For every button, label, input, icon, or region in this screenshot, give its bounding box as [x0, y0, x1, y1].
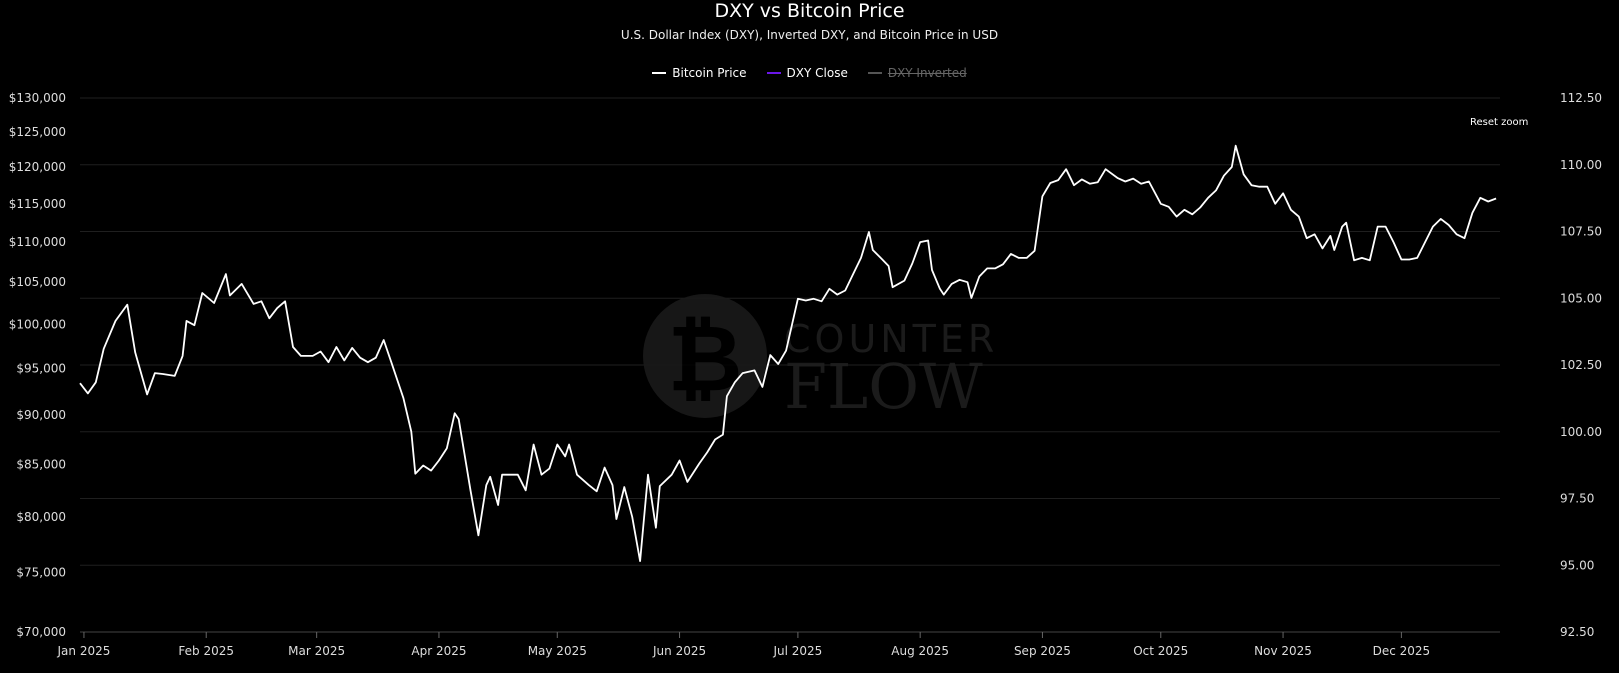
- y-right-tick-label: 97.50: [1560, 492, 1594, 506]
- legend-label: DXY Inverted: [887, 66, 967, 80]
- x-tick-label: Oct 2025: [1133, 644, 1188, 658]
- y-left-tick-label: $115,000: [9, 197, 66, 211]
- y-left-tick-label: $95,000: [16, 362, 66, 376]
- legend-label: DXY Close: [786, 66, 848, 80]
- y-right-axis: 92.50 95.00 97.50 100.00 102.50 105.00 107.50 1…: [1560, 91, 1602, 639]
- legend-swatch-dxy-close: [766, 72, 781, 74]
- counterflow-watermark: ₿ COUNTER FLOW: [643, 294, 998, 423]
- legend: Bitcoin Price DXY Close DXY Inverted: [0, 66, 1619, 80]
- y-right-tick-label: 112.50: [1560, 91, 1602, 105]
- y-right-tick-label: 95.00: [1560, 558, 1594, 572]
- legend-item-dxy-inverted[interactable]: DXY Inverted: [867, 66, 967, 80]
- y-left-tick-label: $110,000: [9, 235, 66, 249]
- y-right-tick-label: 105.00: [1560, 291, 1602, 305]
- y-left-tick-label: $125,000: [9, 125, 66, 139]
- x-tick-label: Jun 2025: [652, 644, 706, 658]
- y-left-tick-label: $85,000: [16, 458, 66, 472]
- y-left-tick-label: $130,000: [9, 91, 66, 105]
- x-tick-label: Apr 2025: [411, 644, 466, 658]
- watermark-bitcoin-logo: [643, 294, 767, 418]
- y-left-axis: $70,000 $75,000 $80,000 $85,000 $90,000 $95,0…: [9, 91, 66, 639]
- watermark-line2: FLOW: [784, 350, 983, 423]
- y-left-tick-label: $80,000: [16, 510, 66, 524]
- x-axis: Jan 2025 Feb 2025 Mar 2025 Apr 2025 May 2025…: [57, 631, 1500, 658]
- y-left-tick-label: $75,000: [16, 565, 66, 579]
- legend-label: Bitcoin Price: [672, 66, 747, 80]
- legend-item-bitcoin[interactable]: Bitcoin Price: [652, 66, 747, 80]
- watermark-line1: COUNTER: [784, 317, 998, 361]
- y-right-tick-label: 107.50: [1560, 225, 1602, 239]
- x-tick-label: Dec 2025: [1373, 644, 1431, 658]
- y-left-tick-label: $90,000: [16, 408, 66, 422]
- y-left-tick-label: $105,000: [9, 275, 66, 289]
- chart-subtitle: U.S. Dollar Index (DXY), Inverted DXY, a…: [620, 28, 999, 42]
- y-left-tick-label: $120,000: [9, 160, 66, 174]
- reset-zoom-button[interactable]: Reset zoom: [1470, 117, 1529, 128]
- y-right-tick-label: 92.50: [1560, 625, 1594, 639]
- series-line-bitcoin-price: [79, 144, 1497, 562]
- x-tick-label: May 2025: [528, 644, 587, 658]
- x-tick-label: Jul 2025: [772, 644, 822, 658]
- chart-title: DXY vs Bitcoin Price: [714, 0, 905, 22]
- legend-item-dxy-close[interactable]: DXY Close: [766, 66, 848, 80]
- y-left-tick-label: $70,000: [16, 625, 66, 639]
- x-tick-label: Mar 2025: [288, 644, 345, 658]
- y-right-tick-label: 100.00: [1560, 425, 1602, 439]
- legend-swatch-dxy-inverted: [867, 72, 882, 74]
- series-lines: [79, 144, 1497, 562]
- legend-swatch-bitcoin: [652, 72, 667, 74]
- x-tick-label: Sep 2025: [1014, 644, 1071, 658]
- x-tick-label: Aug 2025: [891, 644, 949, 658]
- y-right-tick-label: 110.00: [1560, 158, 1602, 172]
- watermark-bitcoin-glyph: ₿: [668, 305, 743, 412]
- x-tick-label: Feb 2025: [178, 644, 234, 658]
- x-tick-label: Nov 2025: [1254, 644, 1312, 658]
- x-tick-label: Jan 2025: [57, 644, 111, 658]
- y-left-tick-label: $100,000: [9, 317, 66, 331]
- y-right-tick-label: 102.50: [1560, 358, 1602, 372]
